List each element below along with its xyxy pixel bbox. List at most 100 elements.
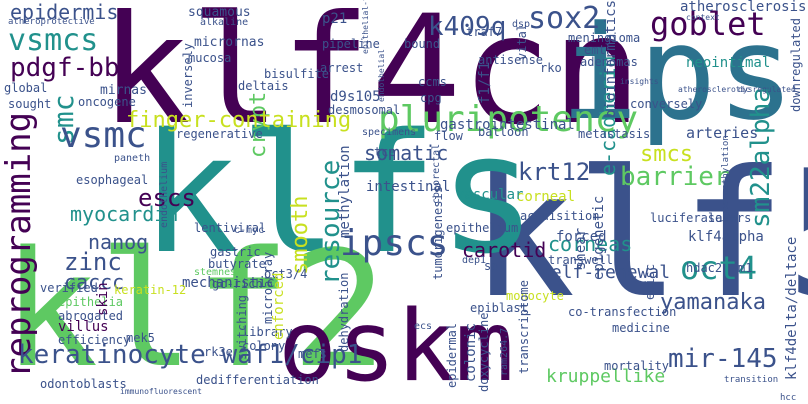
word: villus [58,319,109,335]
word: pdgf-bb [10,53,120,83]
word: epithelia [58,295,124,309]
word: butyrate [208,257,266,271]
word: barrier [620,162,730,192]
word: dep1 [462,255,487,266]
word: neointimal [686,55,771,71]
word: emt [584,43,606,57]
word: vascular [456,187,524,203]
word: corneas [548,232,633,256]
word: flow [434,129,463,143]
word: myocardin [70,202,179,226]
word: immunofluorescent [120,387,202,396]
word: goblet [650,5,766,43]
word: context [686,13,720,22]
word: keratin-12 [114,283,187,297]
word: atherosclerotic [678,85,751,94]
word: p21 [322,11,348,27]
word: nanog [88,230,149,254]
word: yamanaka [660,290,766,315]
word: mek5 [126,331,155,345]
word: cpg [420,91,442,105]
word: smcs [640,142,693,167]
word: c-myc [234,225,265,236]
word: oncogene [78,95,136,109]
word: colonic [463,322,479,382]
word: vsmc [60,115,147,156]
word: odontoblasts [40,377,127,391]
word: stemness [194,267,243,278]
word: sought [8,97,52,111]
word: mortality [604,359,670,373]
word: epidermis [10,0,119,24]
word: finger-containing [126,108,352,133]
word: skin [95,282,111,316]
word: klf4alpha [688,229,764,245]
word: keratinocyte waf1/cip1 [18,340,363,370]
word: self-renewal [540,262,671,283]
word: episc [643,263,657,300]
word: downregulated [789,18,803,112]
word: layers [708,211,752,225]
word: oct4 [680,249,758,287]
word: lentiviral [194,221,267,235]
word: monocyte [506,289,564,303]
word: pipeline [322,37,380,51]
word: transcriptome [517,280,531,374]
word: epidermal [445,322,459,388]
word: colorectal [431,143,442,204]
word: hypermethylation [721,135,731,222]
word: specimens [362,127,417,138]
word: mir-145 [668,344,778,374]
word: escs [138,184,196,212]
word: zinc [64,248,122,276]
word: bisulfite [264,67,330,81]
word: colony [242,339,286,353]
word: adenomas [580,55,638,69]
word: paneth [114,153,151,164]
word: epiblast [470,301,528,315]
word: kruppellike [546,366,666,387]
word: global [4,81,48,95]
word: alkaline [200,17,249,28]
word: endothelium [159,161,170,228]
word: mechanistic [182,275,275,291]
word: oct3/4 [264,267,308,281]
word: mefs [298,347,327,361]
word: somatic [364,141,449,165]
word: efficiency [58,333,131,347]
word: sm22alpha [746,87,776,228]
word: meningioma [568,31,641,45]
word: ecs [414,321,433,332]
word: atherosclerosis [680,0,807,15]
word: shear [573,227,589,270]
word: transition [724,375,779,385]
word: antisense [478,53,544,67]
word: arrest [320,61,364,75]
word: medicine [612,321,670,335]
word: inversely [181,42,195,108]
word: desmosomal [328,103,401,117]
word: esophageal [76,173,149,187]
word: oskm [278,290,515,404]
word: klf4delta/deltace [784,236,800,380]
word: d9s105 [330,89,381,105]
word: klf2 [2,216,388,403]
word: abrogated [58,309,124,323]
word: bound [404,37,441,51]
word: carotid [462,238,547,262]
word: hcc [780,393,797,403]
word: endothelial [377,49,386,102]
word: smooth [288,195,313,275]
word: bioinformatics [603,0,619,118]
word: rko [540,61,562,75]
word: rk3e [204,345,233,359]
word: klf4cn [100,0,642,158]
word: dsp [512,19,531,30]
word: m1 [738,261,753,275]
word: switching [235,294,249,360]
word: corneal [516,189,576,205]
word: k409q [428,12,507,42]
word: regenerative [176,127,263,141]
word: ccms [418,75,447,89]
